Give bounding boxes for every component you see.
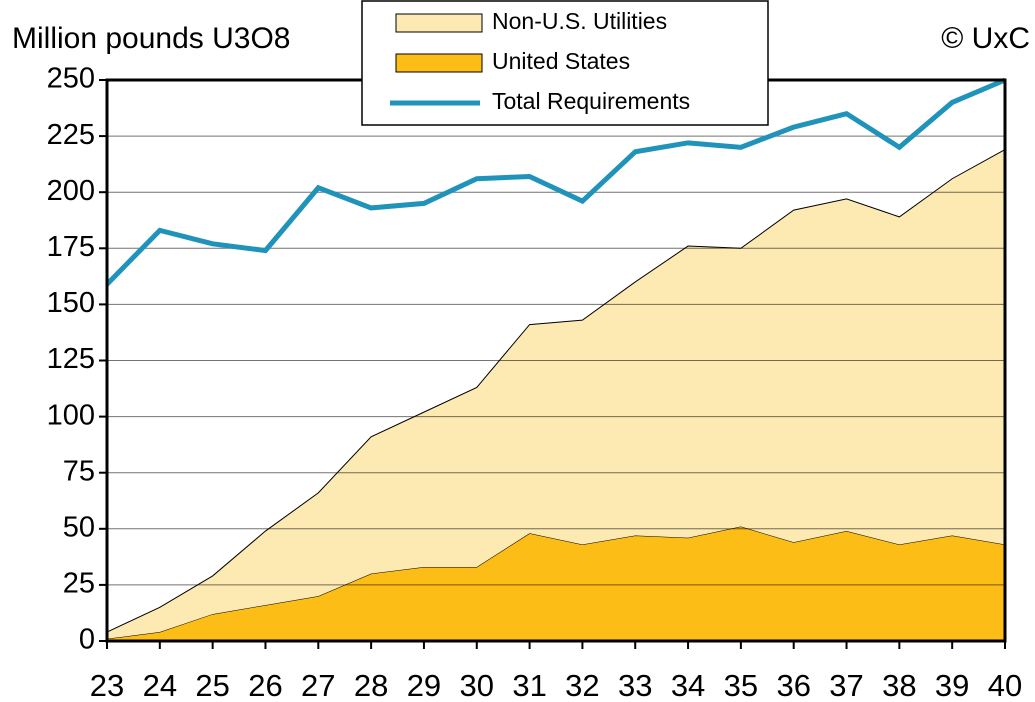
x-tick-label: 36	[776, 668, 810, 702]
y-tick-label: 25	[63, 568, 95, 600]
y-tick-label: 100	[47, 399, 95, 431]
x-tick-label: 34	[671, 668, 705, 702]
x-tick-label: 38	[882, 668, 916, 702]
y-axis-label: Million pounds U3O8	[12, 22, 290, 55]
legend-label: United States	[492, 48, 630, 74]
x-tick-label: 32	[565, 668, 599, 702]
legend-label: Non-U.S. Utilities	[492, 8, 667, 34]
area	[107, 149, 1005, 639]
line	[105, 77, 1006, 286]
area-edge	[106, 149, 1006, 633]
x-tick-label: 29	[407, 668, 441, 702]
y-tick-label: 75	[63, 455, 95, 487]
x-tick-label: 26	[248, 668, 282, 702]
x-tick-label: 37	[829, 668, 863, 702]
x-tick-label: 39	[935, 668, 969, 702]
x-tick-label: 23	[90, 668, 124, 702]
x-tick-label: 25	[195, 668, 229, 702]
legend-swatch	[395, 13, 483, 33]
legend-swatch	[395, 53, 483, 73]
y-tick-label: 0	[79, 624, 95, 656]
legend-label: Total Requirements	[492, 88, 690, 114]
annotation: © UxC	[941, 22, 1030, 55]
y-tick-label: 150	[47, 287, 95, 319]
x-tick-label: 30	[460, 668, 494, 702]
y-tick-label: 250	[47, 63, 95, 95]
x-tick-label: 33	[618, 668, 652, 702]
y-tick-label: 200	[47, 175, 95, 207]
x-tick-label: 35	[724, 668, 758, 702]
y-tick-label: 175	[47, 231, 95, 263]
x-tick-label: 31	[512, 668, 546, 702]
y-tick-label: 225	[47, 119, 95, 151]
y-tick-label: 125	[47, 343, 95, 375]
area	[107, 526, 1005, 641]
x-tick-label: 40	[988, 668, 1022, 702]
x-tick-label: 24	[143, 668, 177, 702]
y-tick-label: 50	[63, 511, 95, 543]
x-tick-label: 27	[301, 668, 335, 702]
x-tick-label: 28	[354, 668, 388, 702]
